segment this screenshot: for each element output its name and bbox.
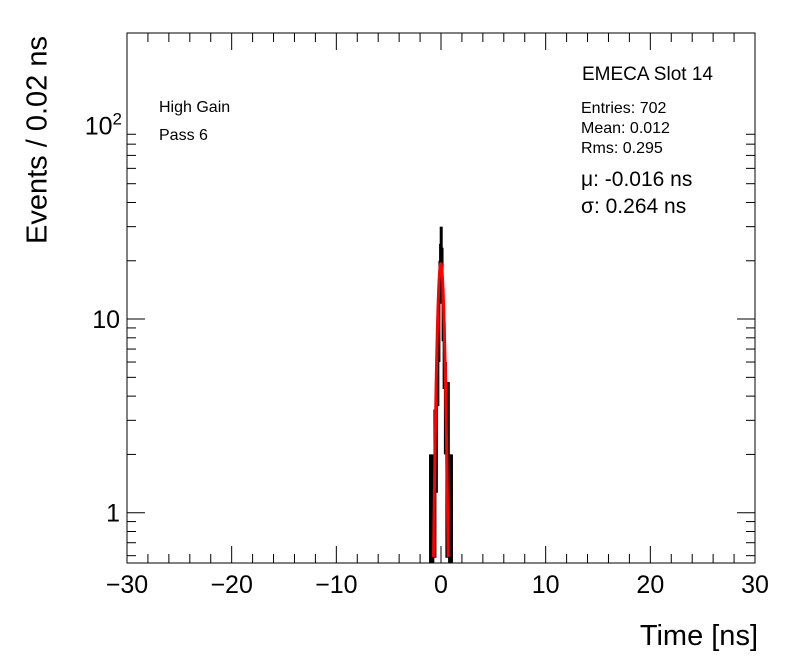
stat-mean: Mean: 0.012: [581, 120, 670, 137]
stat-mu: μ: -0.016 ns: [581, 168, 693, 191]
y-tick-label: 10: [92, 306, 120, 334]
x-axis-label: Time [ns]: [639, 620, 758, 652]
x-tick-label: 10: [532, 571, 560, 599]
y-axis-label: Events / 0.02 ns: [21, 36, 54, 244]
y-tick-label: 1: [106, 500, 120, 528]
stat-rms: Rms: 0.295: [581, 140, 663, 157]
chart-title: EMECA Slot 14: [582, 64, 713, 85]
x-tick-label: 30: [741, 571, 769, 599]
annotation-high-gain: High Gain: [159, 99, 231, 116]
annotation-pass: Pass 6: [159, 127, 208, 144]
y-tick-label: 102: [85, 109, 122, 140]
x-tick-label: 20: [636, 571, 664, 599]
x-tick-label: −10: [315, 571, 357, 599]
stat-entries: Entries: 702: [581, 100, 667, 117]
stat-sigma: σ: 0.264 ns: [581, 195, 687, 218]
x-tick-label: −30: [106, 571, 148, 599]
gaussian-fit-curve: [432, 261, 450, 557]
x-tick-label: −20: [210, 571, 252, 599]
x-tick-label: 0: [434, 571, 448, 599]
